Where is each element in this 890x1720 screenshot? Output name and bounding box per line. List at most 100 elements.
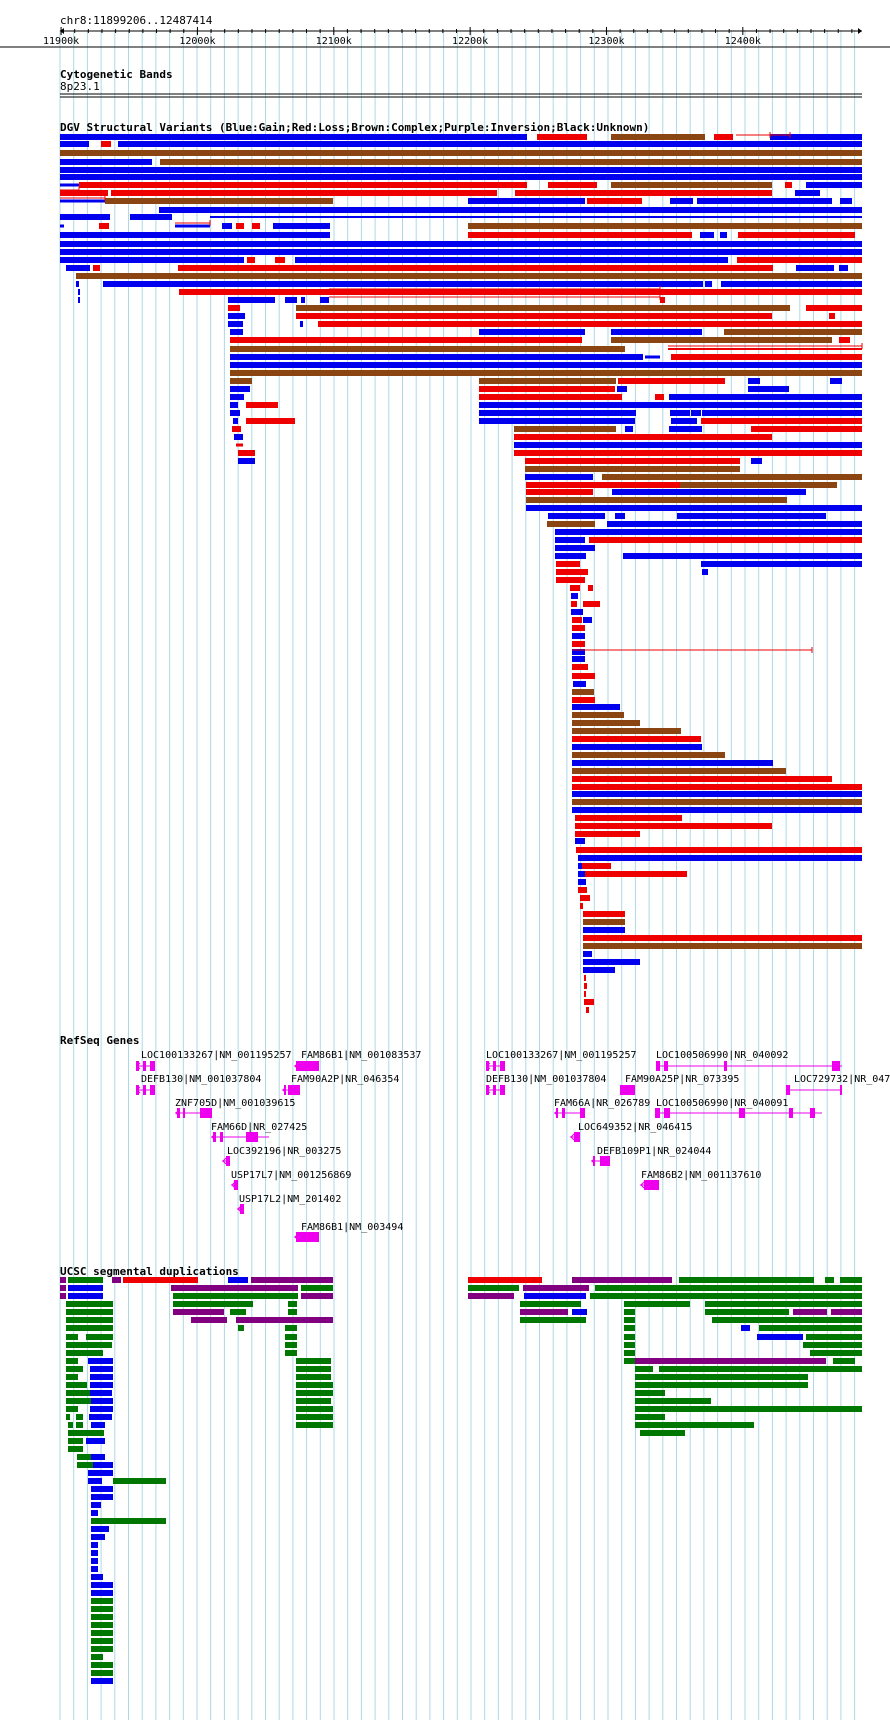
complex-variant xyxy=(230,370,862,376)
gene-label: LOC100506990|NR_040092 xyxy=(656,1050,788,1061)
cytoband-track: Cytogenetic Bands 8p23.1 xyxy=(60,68,862,98)
segdup-track: UCSC segmental duplications xyxy=(60,1265,862,1684)
gain-variant xyxy=(806,182,862,188)
segdup-green xyxy=(77,1462,98,1468)
gain-variant xyxy=(555,545,595,551)
gain-variant xyxy=(60,183,79,187)
complex-variant xyxy=(583,919,625,925)
segdup-green xyxy=(173,1293,298,1299)
gene-exon xyxy=(656,1061,660,1071)
segdup-green xyxy=(91,1606,113,1612)
gene-exon xyxy=(183,1108,185,1118)
gain-variant xyxy=(230,394,244,400)
loss-variant xyxy=(572,736,701,742)
segdup-green xyxy=(825,1277,834,1283)
segdup-green xyxy=(296,1374,331,1380)
loss-variant xyxy=(839,337,850,343)
gene-label: ZNF705D|NM_001039615 xyxy=(175,1098,295,1109)
segdup-blue xyxy=(91,1542,98,1548)
gene-exon xyxy=(574,1132,580,1142)
segdup-green xyxy=(91,1662,113,1668)
loss-variant xyxy=(572,641,585,647)
grid-lines xyxy=(59,30,856,1720)
segdup-green xyxy=(91,1622,113,1628)
loss-variant xyxy=(238,450,255,456)
gene-exon xyxy=(213,1132,216,1142)
segdup-green xyxy=(66,1414,70,1420)
segdup-blue xyxy=(91,1486,113,1492)
gain-variant xyxy=(295,257,728,263)
loss-variant xyxy=(572,697,595,703)
segdup-blue xyxy=(91,1502,101,1508)
loss-variant xyxy=(572,625,585,631)
complex-variant xyxy=(76,273,862,279)
loss-variant xyxy=(583,935,862,941)
segdup-green xyxy=(296,1414,333,1420)
segdup-blue xyxy=(91,1526,109,1532)
gene-strand-arrow xyxy=(282,1086,287,1094)
gain-variant xyxy=(230,410,240,416)
gain-variant xyxy=(60,257,244,263)
segdup-green xyxy=(640,1430,685,1436)
segdup-green xyxy=(66,1374,78,1380)
loss-variant xyxy=(576,847,862,853)
segdup-green xyxy=(66,1382,87,1388)
segdup-green xyxy=(705,1301,862,1307)
loss-variant xyxy=(556,577,585,583)
segdup-purple xyxy=(60,1293,66,1299)
gain-variant xyxy=(230,354,643,360)
loss-variant xyxy=(101,141,111,147)
segdup-blue xyxy=(91,1398,113,1404)
loss-variant xyxy=(296,313,772,319)
gain-variant xyxy=(670,410,690,416)
segdup-green xyxy=(635,1366,653,1372)
gain-variant xyxy=(555,553,586,559)
gene-exon xyxy=(562,1108,565,1118)
gain-variant xyxy=(612,489,806,495)
gene-exon xyxy=(177,1108,180,1118)
loss-variant xyxy=(785,182,792,188)
loss-variant xyxy=(515,190,772,196)
gain-variant xyxy=(840,198,852,204)
gain-variant xyxy=(130,214,172,220)
segdup-blue xyxy=(91,1678,113,1684)
gain-variant xyxy=(583,959,640,965)
loss-variant xyxy=(618,378,725,384)
gene-label: USP17L2|NM_201402 xyxy=(239,1194,341,1205)
gene-strand-arrow xyxy=(237,1205,242,1213)
gene-exon xyxy=(143,1085,146,1095)
gene-label: FAM66A|NR_026789 xyxy=(554,1098,650,1109)
segdup-green xyxy=(66,1366,83,1372)
gene-exon xyxy=(810,1108,815,1118)
gain-variant xyxy=(548,513,605,519)
segdup-green xyxy=(285,1350,297,1356)
segdup-blue xyxy=(757,1334,803,1340)
gene-exon xyxy=(246,1132,258,1142)
segdup-blue xyxy=(91,1494,113,1500)
gain-variant xyxy=(273,223,330,229)
loss-variant xyxy=(548,182,597,188)
complex-variant xyxy=(230,378,252,384)
gain-variant xyxy=(748,378,760,384)
segdup-purple xyxy=(831,1309,862,1315)
loss-variant xyxy=(586,1007,589,1013)
segdup-green xyxy=(635,1414,665,1420)
gain-variant xyxy=(617,386,627,392)
gene-strand-arrow xyxy=(591,1157,596,1165)
segdup-green xyxy=(66,1301,113,1307)
loss-variant xyxy=(262,337,582,343)
loss-variant xyxy=(228,305,240,311)
segdup-purple xyxy=(523,1285,589,1291)
segdup-green xyxy=(285,1334,297,1340)
loss-variant xyxy=(232,426,241,432)
loss-variant xyxy=(60,190,108,196)
loss-variant xyxy=(572,776,832,782)
gain-variant xyxy=(230,386,250,392)
segdup-blue xyxy=(88,1358,113,1364)
gene-exon xyxy=(644,1180,659,1190)
segdup-green xyxy=(66,1334,78,1340)
cytoband-label: 8p23.1 xyxy=(60,80,100,93)
gene-label: LOC100506990|NR_040091 xyxy=(656,1098,788,1109)
gain-variant xyxy=(78,297,80,303)
